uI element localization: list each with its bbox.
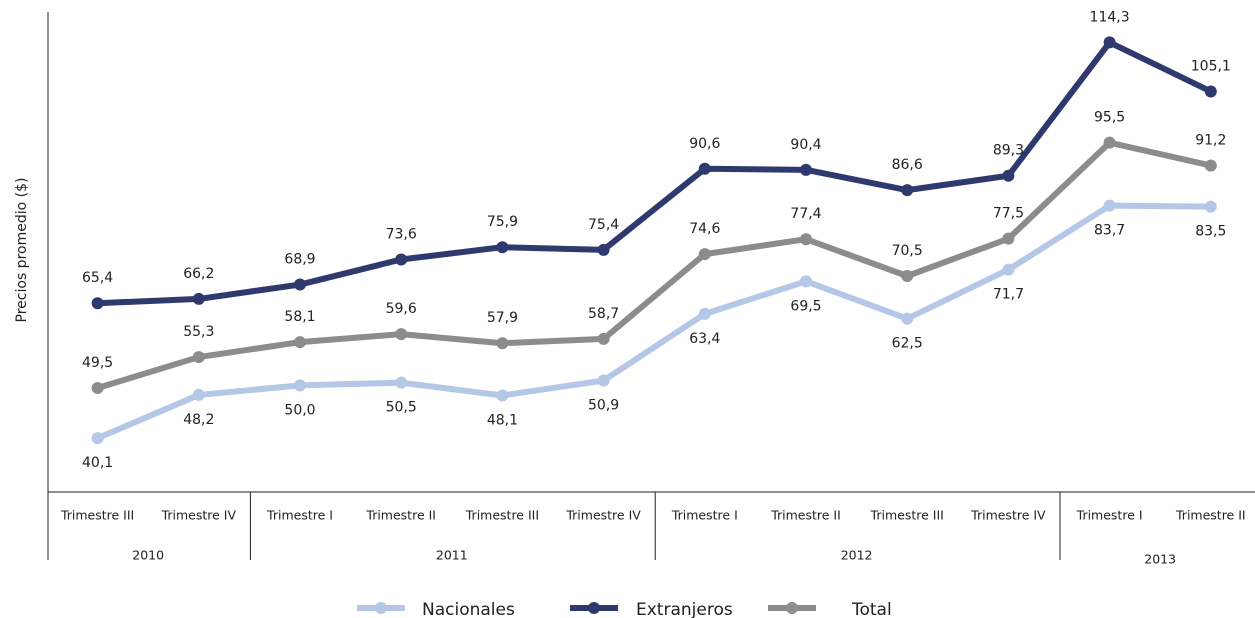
- data-point: [395, 253, 408, 266]
- data-point: [1002, 232, 1015, 245]
- data-label: 83,7: [1094, 223, 1125, 239]
- data-point: [800, 233, 812, 246]
- data-point: [1103, 36, 1116, 49]
- data-label: 69,5: [790, 298, 821, 314]
- legend-label: Total: [851, 600, 892, 618]
- data-label: 63,4: [689, 331, 720, 347]
- data-point: [192, 351, 205, 364]
- data-point: [91, 297, 104, 310]
- data-label: 89,3: [993, 143, 1024, 159]
- data-label: 90,6: [689, 136, 720, 152]
- data-label: 40,1: [82, 455, 113, 471]
- data-point: [496, 389, 509, 402]
- data-point: [91, 432, 104, 445]
- data-label: 90,4: [790, 137, 821, 153]
- data-label: 66,2: [183, 266, 214, 282]
- data-label: 71,7: [993, 287, 1024, 303]
- legend-marker: [588, 602, 600, 614]
- data-point: [192, 388, 205, 401]
- data-label: 59,6: [386, 301, 417, 317]
- data-label: 75,9: [487, 214, 518, 230]
- data-label: 49,5: [82, 355, 113, 371]
- data-point: [597, 243, 610, 256]
- x-tick-label: Trimestre III: [60, 508, 134, 523]
- data-point: [91, 382, 104, 394]
- data-point: [597, 332, 610, 345]
- data-label: 114,3: [1090, 9, 1130, 25]
- x-tick-label: Trimestre II: [1175, 508, 1246, 523]
- data-point: [698, 162, 711, 175]
- data-label: 74,6: [689, 221, 720, 237]
- data-point: [597, 374, 610, 387]
- data-point: [294, 278, 306, 291]
- data-point: [1204, 200, 1217, 213]
- legend-label: Extranjeros: [636, 600, 733, 618]
- x-tick-label: Trimestre IV: [565, 508, 641, 523]
- x-tick-label: Trimestre II: [770, 508, 841, 523]
- series-line: [96, 139, 1212, 391]
- data-point: [496, 241, 509, 254]
- x-tick-label: Trimestre I: [671, 508, 738, 523]
- data-label: 86,6: [892, 157, 923, 173]
- data-point: [1204, 85, 1217, 98]
- x-tick-label: Trimestre I: [266, 508, 333, 523]
- legend-marker: [786, 602, 798, 614]
- series-line: [97, 39, 1213, 307]
- data-point: [1002, 169, 1015, 182]
- data-label: 95,5: [1094, 110, 1125, 126]
- data-label: 50,9: [588, 398, 619, 414]
- x-tick-label: Trimestre IV: [970, 508, 1046, 523]
- data-label: 91,2: [1195, 133, 1226, 149]
- data-label: 50,0: [284, 402, 315, 418]
- data-label: 55,3: [183, 324, 214, 340]
- data-label: 62,5: [892, 336, 923, 352]
- data-point: [395, 328, 408, 341]
- group-label: 2012: [841, 548, 873, 563]
- data-point: [395, 376, 408, 389]
- data-label: 83,5: [1195, 224, 1226, 240]
- data-label: 65,4: [82, 270, 113, 286]
- data-label: 77,5: [993, 206, 1024, 222]
- data-label: 105,1: [1191, 58, 1231, 74]
- data-point: [1002, 263, 1015, 276]
- y-axis-label: Precios promedio ($): [14, 178, 30, 323]
- data-point: [192, 292, 205, 305]
- series-line: [96, 202, 1211, 441]
- data-point: [1103, 199, 1116, 212]
- data-label: 48,1: [487, 412, 518, 428]
- data-label: 58,1: [284, 309, 315, 325]
- data-point: [698, 248, 711, 261]
- legend-marker: [375, 602, 387, 614]
- data-point: [800, 163, 812, 176]
- data-point: [1103, 136, 1116, 149]
- data-label: 75,4: [588, 217, 619, 233]
- data-label: 57,9: [487, 310, 518, 326]
- data-label: 68,9: [284, 252, 315, 268]
- x-tick-label: Trimestre IV: [161, 508, 237, 523]
- data-label: 50,5: [386, 400, 417, 416]
- data-point: [496, 337, 509, 350]
- data-label: 48,2: [183, 412, 214, 428]
- data-label: 77,4: [790, 206, 821, 222]
- x-tick-label: Trimestre I: [1076, 508, 1143, 523]
- x-tick-label: Trimestre II: [365, 508, 436, 523]
- data-label: 70,5: [892, 243, 923, 259]
- x-tick-label: Trimestre III: [465, 508, 539, 523]
- data-point: [698, 307, 711, 320]
- data-point: [294, 379, 306, 392]
- data-point: [800, 275, 812, 288]
- data-label: 73,6: [386, 226, 417, 242]
- group-label: 2011: [436, 548, 468, 563]
- group-label: 2013: [1144, 552, 1176, 567]
- group-label: 2010: [132, 548, 164, 563]
- data-point: [294, 336, 306, 349]
- legend-label: Nacionales: [422, 600, 515, 618]
- data-point: [901, 312, 914, 325]
- data-point: [901, 270, 914, 282]
- x-tick-label: Trimestre III: [870, 508, 944, 523]
- data-label: 58,7: [588, 306, 619, 322]
- data-point: [1204, 159, 1217, 172]
- data-point: [901, 184, 914, 197]
